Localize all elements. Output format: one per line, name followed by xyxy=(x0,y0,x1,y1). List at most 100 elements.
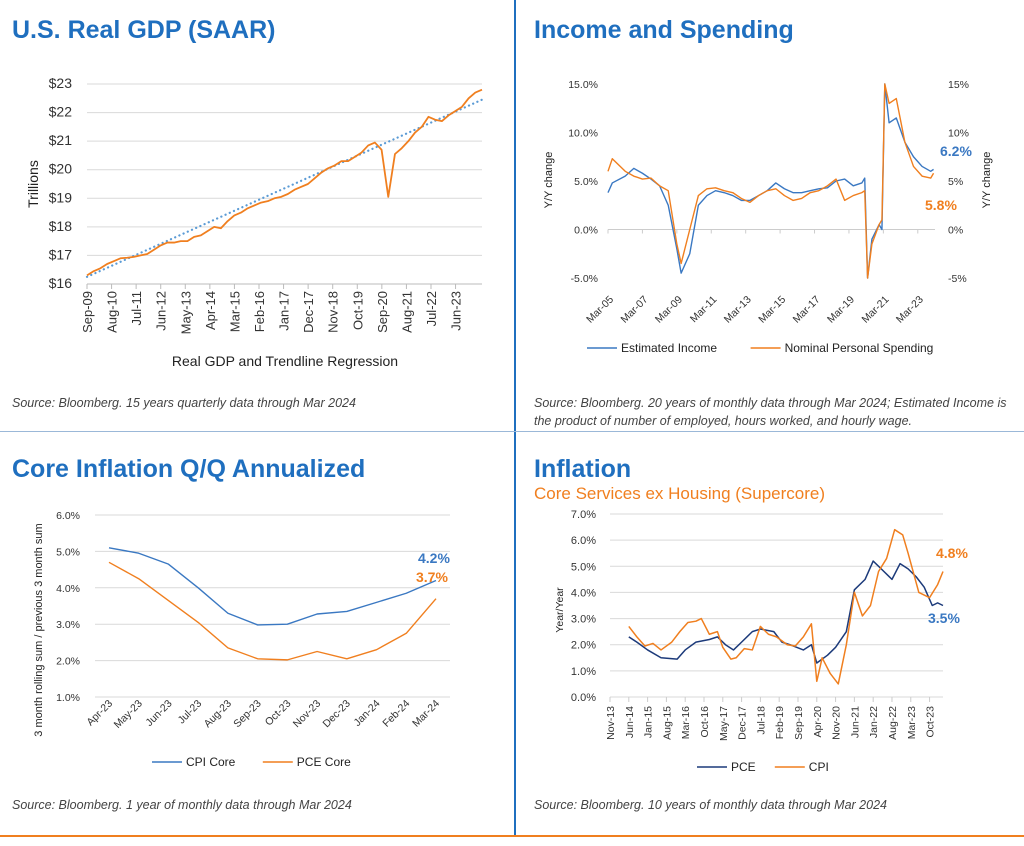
supercore-annotation-pce: 3.5% xyxy=(928,610,960,626)
income-annotation-spending: 5.8% xyxy=(925,197,957,213)
gdp-x-tick-label: Oct-19 xyxy=(350,291,365,330)
core-x-tick-label: Jul-23 xyxy=(176,698,205,727)
income-left-tick-label: 15.0% xyxy=(568,79,598,91)
supercore-source: Source: Bloomberg. 10 years of monthly d… xyxy=(534,798,887,812)
supercore-x-tick-label: Nov-13 xyxy=(605,706,617,740)
gdp-x-tick-label: Jun-12 xyxy=(154,291,169,331)
core-x-tick-label: Jun-23 xyxy=(143,698,174,729)
income-x-tick-label: Mar-09 xyxy=(653,294,685,326)
supercore-x-tick-label: Dec-17 xyxy=(737,706,749,740)
income-y-axis-label-left: Y/Y change xyxy=(543,152,555,209)
core-annotation-pce: 3.7% xyxy=(416,569,448,585)
supercore-tick-label: 4.0% xyxy=(571,587,596,599)
core-series-line-1 xyxy=(108,561,437,661)
gdp-x-tick-label: Aug-10 xyxy=(105,291,120,333)
gdp-y-axis-label: Trillions xyxy=(25,160,41,208)
gdp-x-tick-label: Mar-15 xyxy=(227,291,242,332)
supercore-tick-label: 3.0% xyxy=(571,614,596,626)
supercore-x-tick-label: Jul-18 xyxy=(755,706,767,735)
supercore-x-tick-label: Jan-22 xyxy=(868,706,880,738)
core-x-tick-label: Feb-24 xyxy=(380,698,412,730)
supercore-legend-label: CPI xyxy=(809,760,829,774)
income-x-tick-label: Mar-15 xyxy=(756,294,788,326)
gdp-x-tick-label: Jul-11 xyxy=(129,291,144,325)
supercore-tick-label: 0.0% xyxy=(571,692,596,704)
gdp-tick-label: $18 xyxy=(49,218,73,234)
income-right-tick-label: 0% xyxy=(948,225,963,237)
core-x-tick-label: Nov-23 xyxy=(291,698,324,731)
gdp-tick-label: $22 xyxy=(49,104,73,120)
gdp-x-tick-label: May-13 xyxy=(178,291,193,334)
supercore-x-tick-label: Jan-15 xyxy=(643,706,655,738)
gdp-tick-label: $19 xyxy=(49,189,73,205)
supercore-x-tick-label: Feb-19 xyxy=(774,706,786,739)
supercore-x-tick-label: Jun-21 xyxy=(849,706,861,738)
gdp-x-tick-label: Aug-21 xyxy=(399,291,414,333)
core-source: Source: Bloomberg. 1 year of monthly dat… xyxy=(12,798,352,812)
income-right-tick-label: -5% xyxy=(948,273,967,285)
supercore-x-tick-label: Jun-14 xyxy=(624,706,636,738)
income-right-tick-label: 15% xyxy=(948,79,969,91)
supercore-title: Inflation xyxy=(534,455,632,483)
gdp-tick-label: $21 xyxy=(49,132,73,148)
gdp-x-tick-label: Sep-09 xyxy=(80,291,95,333)
supercore-x-tick-label: Aug-15 xyxy=(661,706,673,740)
core-title: Core Inflation Q/Q Annualized xyxy=(12,455,366,483)
income-x-tick-label: Mar-23 xyxy=(894,294,926,326)
supercore-x-tick-label: Mar-23 xyxy=(906,706,918,739)
gdp-title: U.S. Real GDP (SAAR) xyxy=(12,16,276,44)
supercore-x-tick-label: Oct-16 xyxy=(699,706,711,738)
vertical-divider xyxy=(514,0,516,836)
supercore-x-tick-label: Oct-23 xyxy=(925,706,937,738)
income-x-tick-label: Mar-19 xyxy=(825,294,857,326)
income-annotation-income: 6.2% xyxy=(940,143,972,159)
gdp-x-tick-label: Sep-20 xyxy=(375,291,390,333)
supercore-x-tick-label: May-17 xyxy=(718,706,730,741)
income-x-tick-label: Mar-17 xyxy=(791,294,823,326)
gdp-x-tick-label: Feb-16 xyxy=(252,291,267,332)
gdp-x-tick-label: Jun-23 xyxy=(449,291,464,331)
core-annotation-cpi: 4.2% xyxy=(418,550,450,566)
gdp-tick-label: $20 xyxy=(49,161,73,177)
core-x-tick-label: Oct-23 xyxy=(263,698,294,729)
supercore-tick-label: 7.0% xyxy=(571,509,596,521)
bottom-divider xyxy=(0,835,1024,837)
income-x-tick-label: Mar-13 xyxy=(722,294,754,326)
supercore-series-line-1 xyxy=(628,528,944,685)
supercore-x-tick-label: Sep-19 xyxy=(793,706,805,740)
income-right-tick-label: 10% xyxy=(948,128,969,140)
supercore-tick-label: 5.0% xyxy=(571,561,596,573)
gdp-series-line xyxy=(86,88,483,277)
income-left-tick-label: 5.0% xyxy=(574,176,598,188)
income-x-tick-label: Mar-21 xyxy=(859,294,891,326)
core-y-axis-label: 3 month rolling sum / previous 3 month s… xyxy=(33,523,45,736)
core-x-tick-label: Aug-23 xyxy=(202,698,235,731)
income-x-tick-label: Mar-11 xyxy=(688,294,720,326)
income-source: Source: Bloomberg. 20 years of monthly d… xyxy=(534,396,1007,428)
core-series-line-0 xyxy=(108,547,437,626)
core-tick-label: 4.0% xyxy=(56,583,80,595)
core-tick-label: 1.0% xyxy=(56,692,80,704)
core-legend-label: PCE Core xyxy=(297,755,351,769)
income-series-line-1 xyxy=(607,83,935,279)
gdp-x-tick-label: Jul-22 xyxy=(424,291,439,326)
income-legend-label: Estimated Income xyxy=(621,341,717,355)
core-x-tick-label: Dec-23 xyxy=(321,698,354,731)
income-right-tick-label: 5% xyxy=(948,176,963,188)
supercore-legend-label: PCE xyxy=(731,760,756,774)
gdp-x-axis-label: Real GDP and Trendline Regression xyxy=(172,353,398,369)
core-legend-label: CPI Core xyxy=(186,755,236,769)
supercore-annotation-cpi: 4.8% xyxy=(936,545,968,561)
gdp-source: Source: Bloomberg. 15 years quarterly da… xyxy=(12,396,356,410)
income-left-tick-label: 10.0% xyxy=(568,128,598,140)
supercore-tick-label: 2.0% xyxy=(571,640,596,652)
supercore-x-tick-label: Aug-22 xyxy=(887,706,899,740)
core-tick-label: 3.0% xyxy=(56,619,80,631)
gdp-x-tick-label: Jan-17 xyxy=(277,291,292,331)
income-left-tick-label: -5.0% xyxy=(571,273,598,285)
supercore-x-tick-label: Apr-20 xyxy=(812,706,824,738)
core-tick-label: 6.0% xyxy=(56,510,80,522)
income-y-axis-label-right: Y/Y change xyxy=(981,152,993,209)
gdp-x-tick-label: Dec-17 xyxy=(301,291,316,333)
